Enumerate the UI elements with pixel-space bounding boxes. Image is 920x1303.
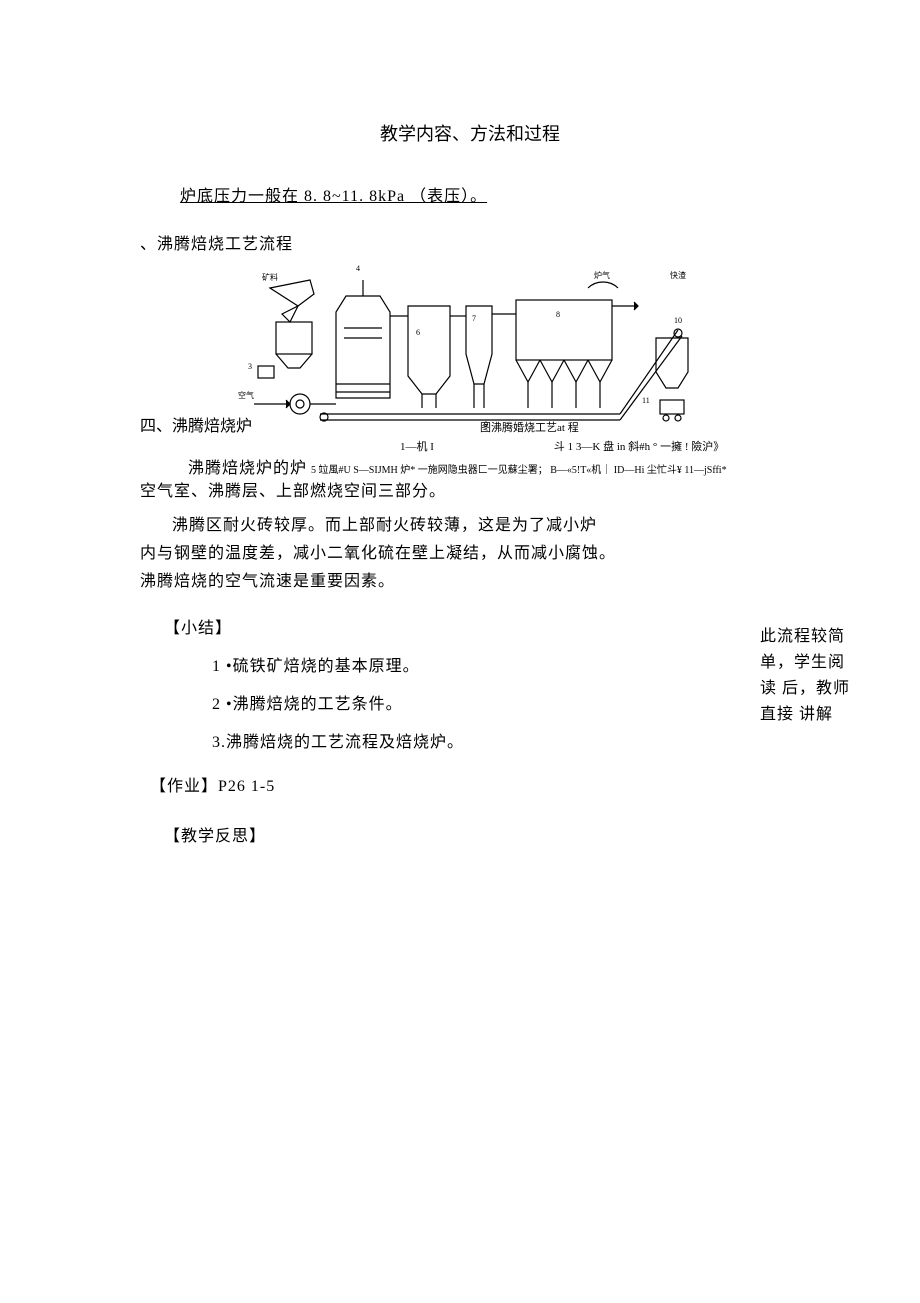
summary-title: 【小结】 (164, 614, 780, 638)
label-11: 11 (642, 396, 650, 405)
label-8: 8 (556, 310, 560, 319)
process-diagram: 矿料 空气 4 6 7 8 9 10 11 3 炉气 快渣 (240, 266, 700, 436)
body-line-d: 沸腾焙烧的空气流速是重要因素。 (140, 568, 780, 596)
label-gas: 炉气 (594, 270, 610, 281)
legend1-left: 1—机 I (400, 441, 434, 453)
label-7: 7 (472, 314, 476, 323)
homework: 【作业】P26 1-5 (150, 772, 780, 796)
teaching-reflection: 【教学反思】 (164, 822, 780, 846)
summary-item-3: 3.沸腾焙烧的工艺流程及焙烧炉。 (212, 728, 780, 752)
figure-legend-line1: 1—机 I 斗 1 3—K 盘 in 斜#h ° 一擁 ! 險沪》 (400, 438, 780, 454)
furnace-intro: 沸腾焙烧炉的炉 (188, 454, 307, 478)
pressure-line: 炉底压力一般在 8. 8~11. 8kPa （表压）。 (180, 182, 780, 206)
summary-item-1: 1 •硫铁矿焙烧的基本原理。 (212, 652, 780, 676)
figure-legend-line2: 5 竝風#U S—SIJMH 炉* 一施网隐虫器匚一见蘇尘署； B—«5!T«机… (311, 465, 727, 476)
body-line-b: 沸腾区耐火砖较厚。而上部耐火砖较薄，这是为了减小炉 (140, 512, 780, 540)
side-note: 此流程较简 单，学生阅读 后，教师直接 讲解 (760, 624, 860, 728)
label-slag: 快渣 (670, 270, 686, 281)
label-6: 6 (416, 328, 420, 337)
label-3: 3 (248, 362, 252, 371)
body-line-c: 内与钢壁的温度差，减小二氧化硫在壁上凝结，从而减小腐蚀。 (140, 540, 780, 568)
label-9: 9 (484, 420, 488, 429)
page-title: 教学内容、方法和过程 (140, 120, 780, 146)
body-line-a: 空气室、沸腾层、上部燃烧空间三部分。 (140, 478, 780, 506)
legend1-right: 斗 1 3—K 盘 in 斜#h ° 一擁 ! 險沪》 (554, 441, 724, 453)
label-4: 4 (356, 264, 360, 273)
label-ore: 矿料 (262, 272, 278, 283)
label-air: 空气 (238, 390, 254, 401)
label-10: 10 (674, 316, 682, 325)
summary-item-2: 2 •沸腾焙烧的工艺条件。 (212, 690, 780, 714)
section-3-heading: 、沸腾焙烧工艺流程 (140, 230, 780, 254)
